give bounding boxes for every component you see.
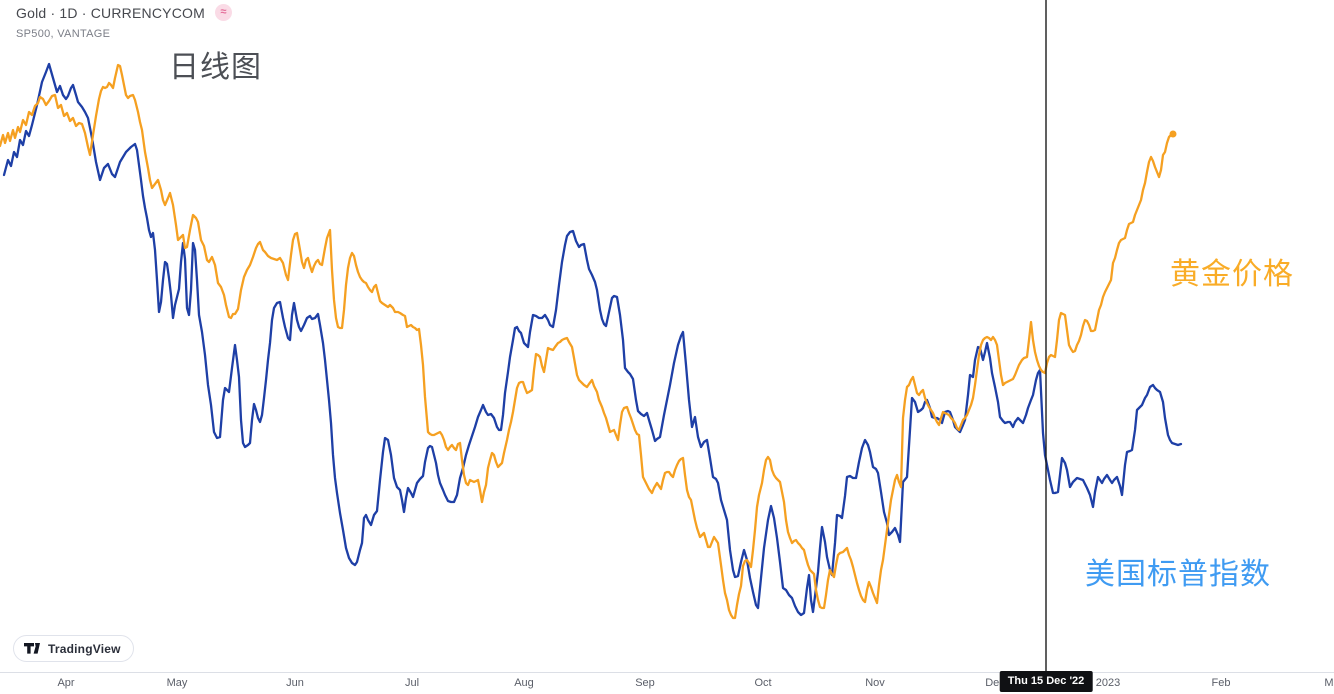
- time-axis-label: Feb: [1211, 677, 1231, 689]
- compare-symbol-subtitle[interactable]: SP500, VANTAGE: [16, 28, 111, 40]
- crosshair-date-badge: Thu 15 Dec '22: [999, 671, 1093, 692]
- time-axis-label: May: [166, 677, 188, 689]
- time-axis-label: Aug: [514, 677, 534, 689]
- chart-legend-header: Gold · 1D · CURRENCYCOM ≈ SP500, VANTAGE: [16, 4, 232, 40]
- symbol-title: Gold · 1D · CURRENCYCOM: [16, 4, 205, 21]
- time-axis-label: Oct: [754, 677, 772, 689]
- approx-badge-icon: ≈: [214, 4, 232, 21]
- time-axis-label: Jun: [286, 677, 304, 689]
- tradingview-logo-pill[interactable]: TradingView: [13, 635, 134, 662]
- time-axis-label: 2023: [1095, 677, 1121, 689]
- sp500-annotation: 美国标普指数: [1085, 558, 1271, 591]
- gold-price-annotation: 黄金价格: [1170, 258, 1294, 291]
- time-axis-label: Nov: [865, 677, 885, 689]
- time-axis-label: Jul: [404, 677, 420, 689]
- time-axis-label: Sep: [635, 677, 655, 689]
- daily-chart-annotation: 日线图: [169, 51, 262, 84]
- time-axis[interactable]: AprMayJunJulAugSepOctNovDec2023FebMa Thu…: [0, 671, 1334, 694]
- symbol-title-row[interactable]: Gold · 1D · CURRENCYCOM ≈: [16, 4, 232, 21]
- series-end-dot: [1169, 130, 1177, 138]
- tradingview-logo-icon: [24, 643, 40, 654]
- series-line: [2, 62, 1183, 617]
- time-axis-label: Ma: [1324, 677, 1334, 689]
- time-axis-line: [0, 672, 1334, 673]
- series-line: [0, 63, 1175, 620]
- time-axis-label: Apr: [57, 677, 75, 689]
- tradingview-logo-text: TradingView: [48, 641, 121, 656]
